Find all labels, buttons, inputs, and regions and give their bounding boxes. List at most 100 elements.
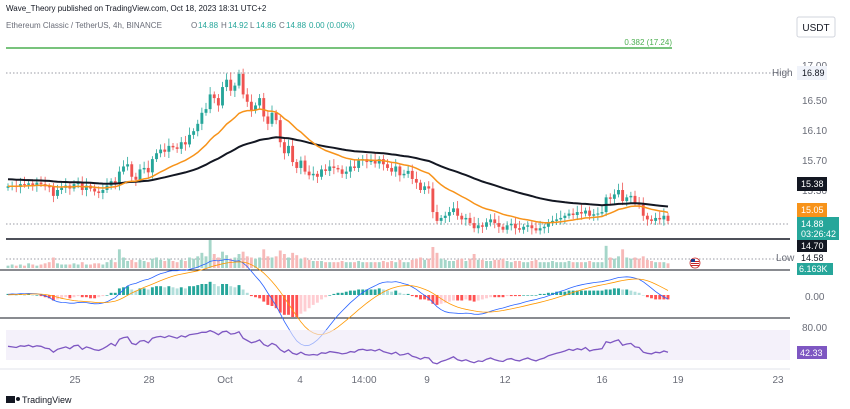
volume-bar	[307, 259, 311, 268]
candle-body	[373, 160, 377, 164]
macd-bar	[68, 295, 72, 299]
volume-bar	[513, 261, 517, 268]
volume-bar	[559, 262, 563, 268]
candle-body	[608, 197, 612, 199]
candle-body	[138, 169, 142, 180]
macd-bar	[146, 289, 150, 295]
volume-bar	[122, 257, 125, 268]
candle-body	[97, 191, 101, 193]
candle-body	[324, 169, 328, 171]
candle-body	[245, 94, 249, 102]
volume-bar	[117, 249, 121, 268]
candle-body	[571, 213, 575, 215]
candle-body	[480, 225, 484, 227]
macd-bar	[394, 290, 398, 295]
volume-bar	[109, 259, 113, 268]
low-tag: Low 14.58	[776, 253, 824, 264]
volume-bar	[604, 245, 608, 268]
us-flag-icon[interactable]	[689, 257, 701, 269]
candle-body	[555, 219, 559, 221]
volume-bar	[245, 256, 249, 268]
macd-bar	[183, 288, 187, 295]
macd-bar	[113, 292, 117, 295]
candle-body	[666, 215, 670, 221]
ema-fast-tag-value: 15.05	[801, 205, 824, 215]
macd-bar	[596, 290, 600, 295]
currency-selector[interactable]: USDT	[796, 16, 836, 38]
macd-bar	[505, 295, 509, 297]
macd-bar	[23, 295, 26, 296]
candle-body	[212, 94, 216, 99]
candle-body	[60, 187, 64, 190]
candle-body	[35, 182, 39, 186]
candle-body	[518, 228, 521, 230]
macd-bar	[579, 290, 583, 295]
candle-body	[159, 149, 163, 154]
volume-bar	[39, 264, 43, 268]
candle-body	[101, 190, 105, 193]
macd-bar	[592, 290, 596, 295]
macd-bar	[666, 295, 670, 300]
ohlc-o-value: 14.88	[198, 21, 219, 30]
macd-bar	[468, 295, 472, 301]
macd-bar	[357, 289, 361, 295]
candle-body	[612, 194, 616, 199]
candle-body	[633, 195, 637, 204]
macd-bar	[497, 295, 501, 298]
candle-body	[419, 182, 422, 190]
candle-body	[567, 213, 571, 216]
volume-bar	[320, 261, 323, 268]
volume-bar	[10, 264, 14, 268]
macd-bar	[530, 295, 534, 296]
symbol-label: Ethereum Classic / TetherUS, 4h, BINANCE	[6, 21, 162, 30]
signal-line	[7, 261, 669, 336]
volume-bar	[97, 263, 101, 268]
volume-bar	[155, 257, 158, 268]
volume-bar	[23, 265, 26, 268]
candle-body	[386, 164, 389, 168]
candle-body	[76, 182, 80, 185]
volume-bar	[18, 264, 22, 268]
ema-fast-tag: 15.05	[797, 203, 827, 217]
candle-body	[56, 190, 59, 196]
candle-body	[654, 217, 658, 221]
candle-body	[51, 187, 55, 196]
macd-bar	[612, 288, 616, 295]
candle-body	[645, 215, 649, 220]
macd-bar	[138, 288, 142, 295]
volume-bar	[567, 261, 571, 268]
rsi-band	[6, 330, 790, 360]
volume-bar	[126, 261, 130, 268]
candle-body	[299, 160, 303, 168]
volume-bar	[476, 259, 480, 268]
candle-body	[357, 160, 361, 168]
time-tick: 4	[297, 375, 303, 386]
volume-bar	[464, 261, 468, 268]
candle-body	[282, 142, 286, 154]
candle-body	[559, 217, 563, 220]
macd-bar	[307, 295, 311, 309]
candle-body	[254, 105, 257, 111]
tradingview-logo[interactable]: TradingView	[6, 395, 72, 405]
volume-tag: 6.163K	[797, 263, 833, 275]
volume-bar	[249, 257, 253, 268]
volume-bar	[398, 259, 402, 268]
volume-bar	[658, 262, 662, 268]
volume-bar	[530, 261, 534, 268]
ohlc-l-label: L	[250, 21, 255, 30]
volume-bar	[612, 258, 616, 268]
macd-bar	[526, 295, 530, 296]
ohlc-change: 0.00 (0.00%)	[309, 21, 355, 30]
candle-body	[295, 162, 299, 168]
volume-bar	[468, 258, 472, 268]
volume-bar	[192, 258, 196, 268]
macd-bar	[274, 295, 278, 309]
volume-bar	[534, 259, 538, 268]
volume-bar	[427, 258, 431, 268]
macd-bar	[130, 289, 134, 295]
volume-bar	[575, 262, 579, 268]
candle-body	[394, 166, 398, 172]
volume-bar	[447, 261, 451, 268]
candle-body	[262, 98, 266, 117]
volume-bar	[229, 258, 233, 268]
